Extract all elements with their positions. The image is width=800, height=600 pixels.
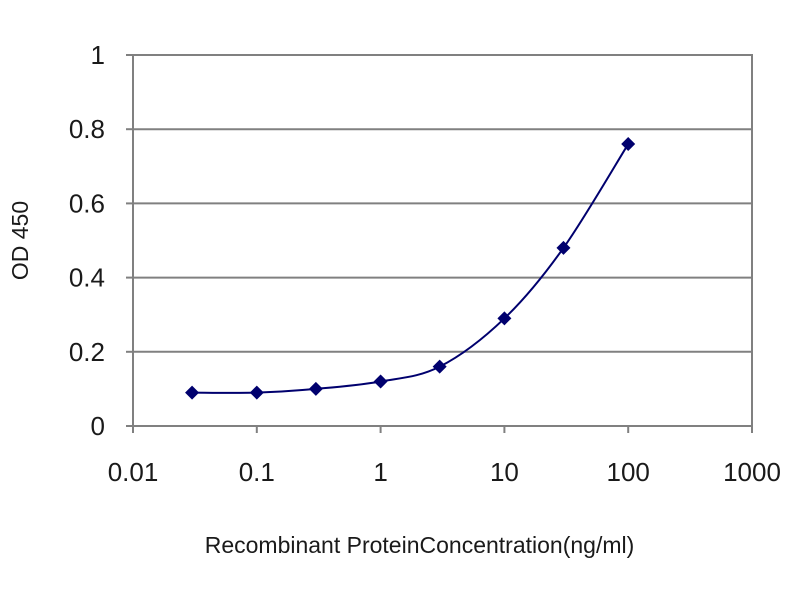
x-tick-label-1: 0.1 <box>239 457 275 487</box>
x-axis-title: Recombinant ProteinConcentration(ng/ml) <box>205 532 635 558</box>
y-tick-label-1: 0.2 <box>69 337 105 367</box>
y-axis-title: OD 450 <box>7 201 33 280</box>
data-point-0 <box>185 385 200 400</box>
y-tick-label-0: 0 <box>91 411 105 441</box>
y-tick-label-2: 0.4 <box>69 263 105 293</box>
series-group <box>185 137 636 400</box>
plot-area <box>132 54 753 427</box>
x-axis-ticks: 0.01 0.1 1 10 100 1000 <box>108 426 781 487</box>
data-point-1 <box>249 385 264 400</box>
y-axis-ticks: 0 0.2 0.4 0.6 0.8 1 <box>69 40 133 441</box>
data-point-6 <box>556 240 571 255</box>
y-tick-label-4: 0.8 <box>69 114 105 144</box>
data-point-3 <box>373 374 388 389</box>
x-tick-label-0: 0.01 <box>108 457 159 487</box>
data-point-7 <box>621 137 636 152</box>
x-tick-label-2: 1 <box>373 457 387 487</box>
x-tick-label-4: 100 <box>607 457 650 487</box>
data-point-2 <box>308 381 323 396</box>
data-point-5 <box>497 311 512 326</box>
x-tick-label-5: 1000 <box>723 457 781 487</box>
x-tick-label-3: 10 <box>490 457 519 487</box>
data-point-4 <box>432 359 447 374</box>
y-tick-label-5: 1 <box>91 40 105 70</box>
y-tick-label-3: 0.6 <box>69 188 105 218</box>
